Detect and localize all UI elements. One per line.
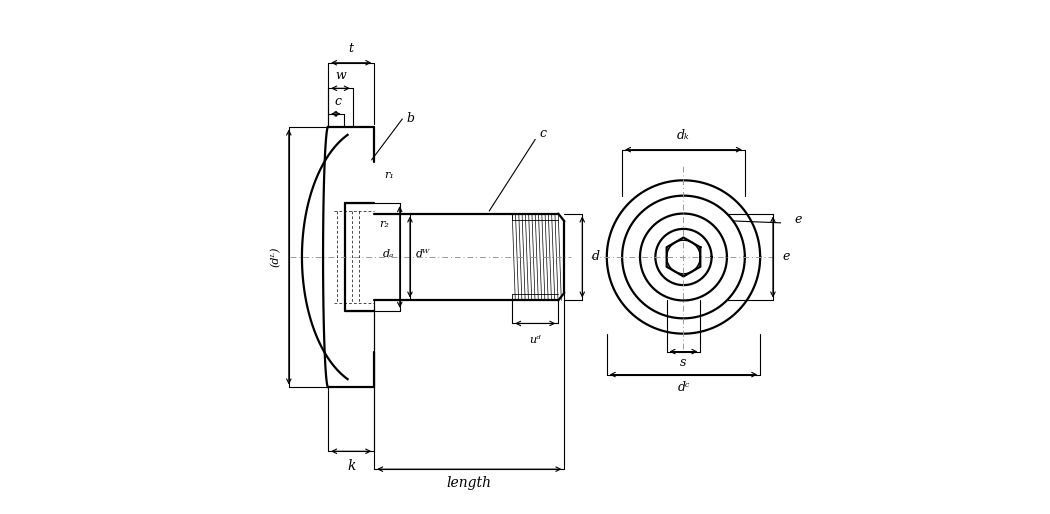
Text: s: s bbox=[680, 356, 687, 370]
Text: r₁: r₁ bbox=[384, 170, 395, 180]
Text: k: k bbox=[346, 458, 355, 472]
Text: dₖ: dₖ bbox=[677, 129, 690, 142]
Text: d: d bbox=[591, 250, 600, 264]
Text: r₂: r₂ bbox=[379, 219, 390, 229]
Text: dₐ: dₐ bbox=[382, 249, 394, 260]
Text: uᵈ: uᵈ bbox=[529, 335, 541, 345]
Text: length: length bbox=[447, 476, 491, 490]
Text: (dᴸ): (dᴸ) bbox=[271, 247, 281, 267]
Text: dᵂ: dᵂ bbox=[416, 249, 430, 260]
Text: e: e bbox=[795, 213, 802, 226]
Text: e: e bbox=[782, 250, 790, 264]
Text: dᶜ: dᶜ bbox=[677, 381, 690, 394]
Text: c: c bbox=[335, 95, 342, 107]
Text: t: t bbox=[349, 42, 354, 55]
Text: c: c bbox=[540, 127, 546, 140]
Text: w: w bbox=[335, 69, 345, 82]
Text: b: b bbox=[406, 113, 415, 125]
